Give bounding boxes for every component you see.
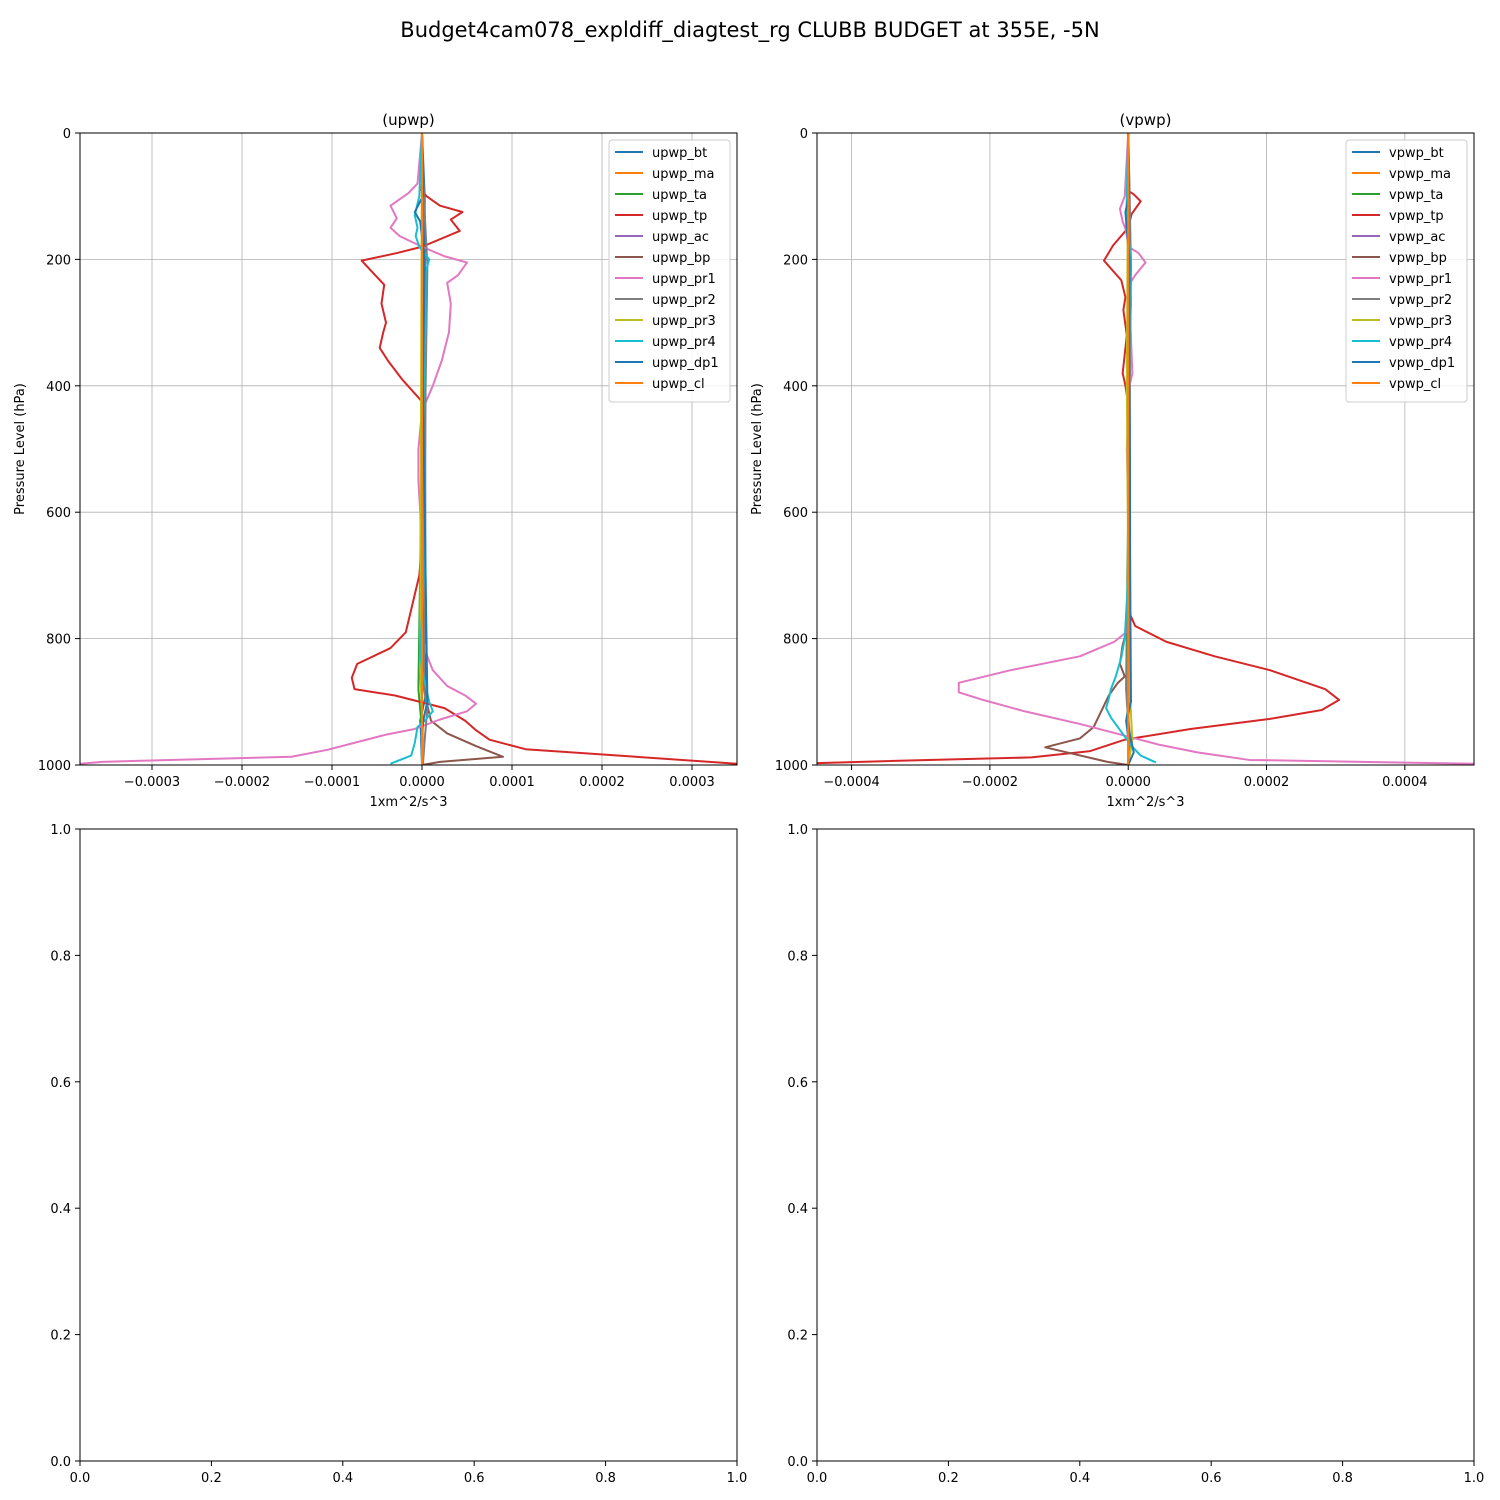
y-tick-label: 800 <box>46 633 71 648</box>
axes-frame <box>816 132 1475 766</box>
legend-label-upwp_bp: upwp_bp <box>652 251 710 266</box>
y-tick-label: 1.0 <box>787 823 808 838</box>
y-tick-label: 400 <box>46 380 71 395</box>
x-tick-label: 0.0002 <box>579 775 625 790</box>
x-tick-label: 0.0000 <box>399 775 445 790</box>
x-tick-label: 0.0 <box>807 1471 828 1486</box>
axes-1: −0.0003 −0.0002 −0.0001 0.0000 0.0001 0.0002 0… <box>13 111 738 810</box>
y-tick-label: 0.6 <box>50 1076 71 1091</box>
legend-label-vpwp_pr1: vpwp_pr1 <box>1389 272 1452 287</box>
x-tick-label: 0.2 <box>938 1471 959 1486</box>
x-tick-label: 0.8 <box>595 1471 616 1486</box>
legend-label-vpwp_ma: vpwp_ma <box>1389 167 1451 182</box>
legend-label-upwp_pr1: upwp_pr1 <box>652 272 716 287</box>
legend-label-upwp_cl: upwp_cl <box>652 377 705 392</box>
axes-3: 0.0 0.2 0.4 0.6 0.8 1.0 0.0 0.2 0.4 0.6 0.8 1.0 <box>50 823 747 1486</box>
x-tick-label: 0.2 <box>201 1471 222 1486</box>
legend-label-vpwp_bp: vpwp_bp <box>1389 251 1447 266</box>
y-tick-label: 800 <box>783 633 808 648</box>
axes-frame <box>79 828 738 1462</box>
legend-label-vpwp_pr4: vpwp_pr4 <box>1389 335 1452 350</box>
axes-2: −0.0004 −0.0002 0.0000 0.0002 0.0004 0 200 400 6… <box>750 111 1475 810</box>
y-tick-label: 600 <box>783 506 808 521</box>
x-tick-label: 0.4 <box>332 1471 353 1486</box>
x-tick-label: 0.0004 <box>1382 775 1428 790</box>
y-tick-label: 1.0 <box>50 823 71 838</box>
series-line-vpwp_tp <box>817 133 1341 765</box>
figure-suptitle: Budget4cam078_expldiff_diagtest_rg CLUBB… <box>400 18 1099 43</box>
series-line-upwp_pr1 <box>80 133 477 765</box>
axes-4: 0.0 0.2 0.4 0.6 0.8 1.0 0.0 0.2 0.4 0.6 0.8 1.0 <box>787 823 1484 1486</box>
x-tick-label: 0.8 <box>1332 1471 1353 1486</box>
y-tick-label: 400 <box>783 380 808 395</box>
y-tick-label: 0 <box>63 127 71 142</box>
legend-frame <box>1345 139 1468 403</box>
y-tick-label: 0.2 <box>50 1329 71 1344</box>
legend-label-upwp_ac: upwp_ac <box>652 230 709 245</box>
x-tick-label: −0.0002 <box>214 775 270 790</box>
y-tick-label: 200 <box>783 253 808 268</box>
y-tick-label: 0.2 <box>787 1329 808 1344</box>
y-tick-label: 0 <box>800 127 808 142</box>
x-tick-label: −0.0003 <box>124 775 180 790</box>
legend-label-upwp_dp1: upwp_dp1 <box>652 356 719 371</box>
y-tick-label: 0.4 <box>787 1202 808 1217</box>
series-group <box>817 133 1474 765</box>
y-tick-label: 1000 <box>775 759 808 774</box>
y-tick-label: 0.4 <box>50 1202 71 1217</box>
x-tick-label: −0.0002 <box>962 775 1018 790</box>
y-tick-label: 0.6 <box>787 1076 808 1091</box>
legend-label-vpwp_pr3: vpwp_pr3 <box>1389 314 1452 329</box>
series-line-vpwp_bp <box>1044 133 1130 765</box>
x-tick-label: 0.0002 <box>1244 775 1290 790</box>
y-axis-label: Pressure Level (hPa) <box>750 383 765 515</box>
legend-label-vpwp_tp: vpwp_tp <box>1389 209 1444 224</box>
legend-label-vpwp_cl: vpwp_cl <box>1389 377 1441 392</box>
legend-label-upwp_pr3: upwp_pr3 <box>652 314 716 329</box>
series-group <box>80 133 737 765</box>
legend-label-upwp_pr4: upwp_pr4 <box>652 335 716 350</box>
x-tick-label: 0.0003 <box>669 775 715 790</box>
legend-label-upwp_ma: upwp_ma <box>652 167 715 182</box>
legend-label-upwp_tp: upwp_tp <box>652 209 707 224</box>
x-tick-label: 1.0 <box>1464 1471 1485 1486</box>
axes-title: (vpwp) <box>1120 111 1172 129</box>
x-tick-label: 0.4 <box>1069 1471 1090 1486</box>
x-tick-label: −0.0004 <box>823 775 879 790</box>
y-tick-label: 600 <box>46 506 71 521</box>
legend-label-vpwp_bt: vpwp_bt <box>1389 146 1444 161</box>
y-tick-label: 0.8 <box>787 949 808 964</box>
x-tick-label: 1.0 <box>727 1471 748 1486</box>
y-tick-label: 200 <box>46 253 71 268</box>
legend-label-upwp_pr2: upwp_pr2 <box>652 293 716 308</box>
y-tick-label: 0.8 <box>50 949 71 964</box>
x-tick-label: 0.6 <box>1201 1471 1222 1486</box>
legend-label-vpwp_dp1: vpwp_dp1 <box>1389 356 1455 371</box>
axes-frame <box>79 132 738 766</box>
legend: vpwp_bt vpwp_ma vpwp_ta vpwp_tp vpwp_ac vpwp_… <box>1345 139 1468 403</box>
axes-frame <box>816 828 1475 1462</box>
x-axis-label: 1xm^2/s^3 <box>369 795 447 810</box>
x-tick-label: 0.6 <box>464 1471 485 1486</box>
legend-label-upwp_bt: upwp_bt <box>652 146 707 161</box>
legend-label-vpwp_pr2: vpwp_pr2 <box>1389 293 1452 308</box>
series-line-vpwp_pr4 <box>1105 133 1157 764</box>
y-tick-label: 0.0 <box>50 1455 71 1470</box>
legend-frame <box>608 139 731 403</box>
axes-title: (upwp) <box>382 111 435 129</box>
x-tick-label: 0.0 <box>70 1471 91 1486</box>
x-tick-label: 0.0000 <box>1105 775 1151 790</box>
x-axis-label: 1xm^2/s^3 <box>1106 795 1184 810</box>
legend-label-vpwp_ta: vpwp_ta <box>1389 188 1443 203</box>
legend-label-upwp_ta: upwp_ta <box>652 188 707 203</box>
x-tick-label: −0.0001 <box>304 775 360 790</box>
x-tick-label: 0.0001 <box>489 775 535 790</box>
y-tick-label: 1000 <box>38 759 71 774</box>
y-axis-label: Pressure Level (hPa) <box>13 383 28 515</box>
legend-label-vpwp_ac: vpwp_ac <box>1389 230 1445 245</box>
y-tick-label: 0.0 <box>787 1455 808 1470</box>
legend: upwp_bt upwp_ma upwp_ta upwp_tp upwp_ac upwp_… <box>608 139 731 403</box>
